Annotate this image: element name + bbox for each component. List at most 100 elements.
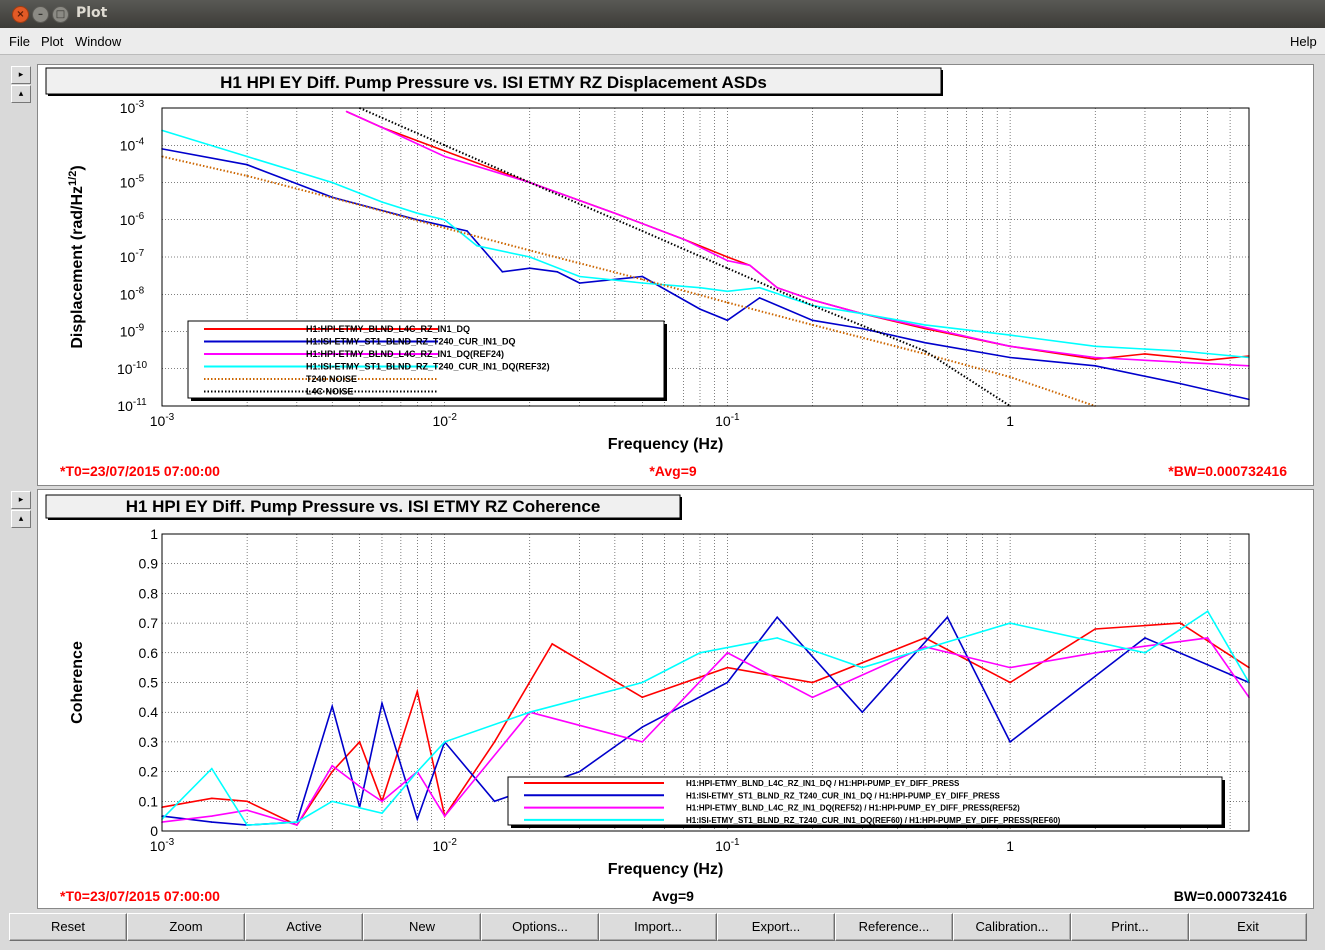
reset-button[interactable]: Reset (9, 913, 127, 941)
series-2-point (443, 815, 446, 817)
y-tick-label: 10-8 (120, 285, 145, 302)
series-1-point (493, 800, 496, 803)
menu-plot[interactable]: Plot (41, 34, 64, 49)
triangle-up-icon: ▴ (18, 89, 24, 99)
series-3-point (641, 282, 644, 284)
options-button[interactable]: Options... (481, 913, 599, 941)
pad1-expand-right-button[interactable]: ▸ (11, 66, 31, 84)
series-2-point (811, 299, 814, 301)
y-tick-label: 0.2 (139, 764, 159, 780)
series-3-point (1206, 610, 1209, 613)
menu-window[interactable]: Window (75, 34, 122, 49)
series-2-point (246, 809, 248, 812)
series-0-point (443, 150, 446, 152)
y-tick-label: 10-10 (117, 360, 147, 377)
series-1-point (578, 770, 581, 773)
import-button[interactable]: Import... (599, 913, 717, 941)
legend-label-1: H1:ISI-ETMY_ST1_BLND_RZ_T240_CUR_IN1_DQ … (686, 791, 1001, 800)
series-3-point (641, 681, 644, 684)
footer-avg: Avg=9 (652, 888, 694, 904)
triangle-right-icon: ▸ (18, 495, 24, 505)
bottom-button-bar: Reset Zoom Active New Options... Import.… (0, 911, 1325, 950)
reference-button[interactable]: Reference... (835, 913, 953, 941)
y-tick-label: 10-4 (120, 136, 145, 153)
series-5-point (811, 304, 814, 307)
exit-button[interactable]: Exit (1189, 913, 1307, 941)
series-3-point (861, 312, 864, 315)
series-3-point (699, 652, 701, 654)
menu-help[interactable]: Help (1290, 34, 1317, 49)
series-1-point (466, 230, 468, 232)
series-1-point (381, 702, 383, 705)
series-2-point (641, 741, 644, 743)
zoom-button[interactable]: Zoom (127, 913, 245, 941)
y-axis-label: Coherence (69, 641, 86, 724)
series-4-point (726, 301, 729, 304)
export-button[interactable]: Export... (717, 913, 835, 941)
asd-plot-panel[interactable]: H1 HPI EY Diff. Pump Pressure vs. ISI ET… (37, 64, 1314, 486)
series-line-1 (161, 148, 1250, 401)
series-3-point (331, 800, 334, 803)
series-4-point (358, 204, 361, 206)
series-2-point (210, 815, 213, 817)
y-tick-label: 10-9 (120, 323, 145, 340)
coherence-plot-panel[interactable]: H1 HPI EY Diff. Pump Pressure vs. ISI ET… (37, 489, 1314, 909)
series-1-point (861, 711, 864, 713)
series-3-point (1009, 622, 1011, 624)
series-3-point (1179, 350, 1182, 352)
legend-label-3: H1:ISI-ETMY_ST1_BLND_RZ_T240_CUR_IN1_DQ(… (686, 816, 1061, 825)
series-3-point (1144, 652, 1146, 654)
x-tick-label: 10-1 (715, 412, 740, 429)
series-0-point (726, 256, 729, 258)
legend-label-2: H1:HPI-ETMY_BLND_L4C_RZ_IN1_DQ(REF52) / … (686, 804, 1020, 813)
y-tick-label: 10-11 (117, 397, 147, 414)
series-3-point (528, 256, 531, 258)
x-tick-label: 10-2 (432, 837, 457, 854)
series-2-point (811, 696, 814, 699)
series-0-point (210, 797, 213, 800)
series-2-point (726, 259, 729, 262)
series-2-point (1094, 652, 1096, 654)
series-5-point (924, 350, 926, 352)
series-2-point (748, 264, 751, 267)
print-button[interactable]: Print... (1071, 913, 1189, 941)
y-axis-label: Displacement (rad/Hz1/2) (67, 165, 86, 348)
series-1-point (1094, 365, 1096, 367)
series-1-point (1179, 382, 1182, 385)
series-3-point (416, 212, 419, 214)
series-1-point (1144, 637, 1146, 639)
menu-file[interactable]: File (9, 34, 30, 49)
series-0-point (726, 666, 729, 669)
pad2-collapse-up-button[interactable]: ▴ (11, 510, 31, 528)
series-0-point (551, 643, 553, 645)
maximize-window-button[interactable]: □ (52, 6, 69, 23)
y-tick-label: 10-6 (120, 211, 145, 228)
legend-label-5: L4C NOISE (306, 387, 354, 397)
series-4-point (443, 227, 446, 229)
minimize-window-button[interactable]: – (32, 6, 49, 23)
series-line-4 (161, 155, 1096, 407)
close-window-button[interactable]: × (12, 6, 29, 23)
pad1-collapse-up-button[interactable]: ▴ (11, 85, 31, 103)
footer-avg: *Avg=9 (649, 463, 697, 479)
new-button[interactable]: New (363, 913, 481, 941)
series-2-point (1009, 345, 1011, 348)
series-1-point (699, 308, 701, 310)
active-button[interactable]: Active (245, 913, 363, 941)
pad2-expand-right-button[interactable]: ▸ (11, 491, 31, 509)
calibration-button[interactable]: Calibration... (953, 913, 1071, 941)
asd-chart[interactable]: H1 HPI EY Diff. Pump Pressure vs. ISI ET… (38, 65, 1313, 485)
series-line-5 (359, 107, 1011, 407)
series-5-point (641, 230, 644, 232)
series-1-point (641, 726, 644, 728)
series-3-point (443, 741, 446, 743)
y-tick-label: 0.3 (139, 734, 159, 750)
x-tick-label: 10-3 (150, 412, 175, 429)
series-2-point (726, 652, 729, 654)
series-line-3 (161, 129, 1250, 359)
series-0-point (1206, 359, 1209, 361)
triangle-up-icon: ▴ (18, 514, 24, 524)
legend-box (507, 776, 1223, 826)
series-0-point (331, 770, 334, 773)
coherence-chart[interactable]: H1 HPI EY Diff. Pump Pressure vs. ISI ET… (38, 490, 1313, 908)
